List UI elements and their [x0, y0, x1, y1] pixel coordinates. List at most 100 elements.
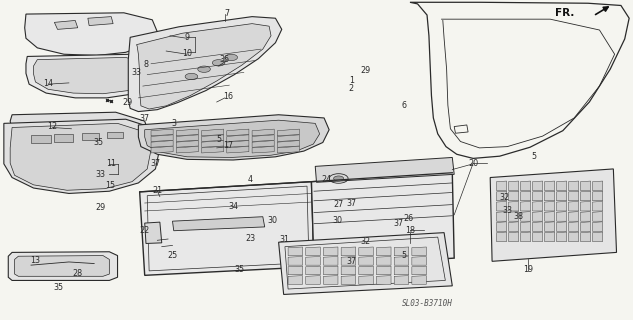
- Polygon shape: [496, 201, 506, 211]
- Polygon shape: [54, 20, 78, 29]
- Text: 4: 4: [248, 175, 253, 184]
- Polygon shape: [279, 233, 453, 294]
- Polygon shape: [508, 222, 518, 231]
- Polygon shape: [592, 222, 603, 231]
- Polygon shape: [151, 146, 173, 153]
- Circle shape: [225, 54, 237, 60]
- Polygon shape: [277, 146, 299, 153]
- Text: 5: 5: [401, 251, 406, 260]
- Polygon shape: [341, 266, 356, 275]
- Polygon shape: [412, 276, 427, 284]
- Polygon shape: [34, 57, 151, 94]
- Polygon shape: [288, 266, 303, 275]
- Polygon shape: [532, 222, 542, 231]
- Polygon shape: [580, 201, 591, 211]
- Polygon shape: [532, 181, 542, 191]
- Circle shape: [334, 176, 344, 181]
- Polygon shape: [568, 191, 579, 201]
- Polygon shape: [151, 129, 173, 136]
- Polygon shape: [544, 232, 555, 242]
- Text: 29: 29: [96, 203, 106, 212]
- Polygon shape: [323, 247, 338, 256]
- Polygon shape: [151, 135, 173, 141]
- Text: 17: 17: [223, 141, 233, 150]
- Polygon shape: [508, 181, 518, 191]
- Polygon shape: [592, 181, 603, 191]
- Text: 10: 10: [182, 49, 192, 58]
- Polygon shape: [8, 252, 118, 280]
- Polygon shape: [568, 232, 579, 242]
- Polygon shape: [580, 191, 591, 201]
- Text: FR.: FR.: [555, 8, 575, 19]
- Polygon shape: [520, 191, 530, 201]
- Text: 7: 7: [224, 9, 229, 18]
- Polygon shape: [496, 181, 506, 191]
- Polygon shape: [252, 146, 274, 153]
- Polygon shape: [201, 135, 223, 141]
- Text: 32: 32: [361, 237, 371, 246]
- Polygon shape: [277, 135, 299, 141]
- Polygon shape: [176, 135, 198, 141]
- Polygon shape: [568, 201, 579, 211]
- Text: 37: 37: [151, 159, 161, 168]
- Polygon shape: [520, 212, 530, 221]
- Polygon shape: [323, 257, 338, 265]
- Polygon shape: [176, 146, 198, 153]
- Polygon shape: [532, 232, 542, 242]
- Polygon shape: [227, 135, 249, 141]
- Text: 24: 24: [321, 175, 331, 184]
- Polygon shape: [508, 212, 518, 221]
- Polygon shape: [151, 140, 173, 147]
- Text: 19: 19: [523, 265, 533, 275]
- Polygon shape: [568, 181, 579, 191]
- Polygon shape: [580, 212, 591, 221]
- Polygon shape: [532, 212, 542, 221]
- Polygon shape: [377, 276, 391, 284]
- Polygon shape: [520, 181, 530, 191]
- Polygon shape: [556, 212, 567, 221]
- Text: 25: 25: [167, 251, 178, 260]
- Polygon shape: [544, 181, 555, 191]
- Polygon shape: [580, 181, 591, 191]
- Polygon shape: [25, 13, 158, 55]
- Text: 36: 36: [220, 55, 230, 64]
- Polygon shape: [315, 157, 454, 182]
- Polygon shape: [394, 276, 409, 284]
- Text: 5: 5: [532, 152, 537, 161]
- Polygon shape: [544, 191, 555, 201]
- Text: 38: 38: [513, 212, 523, 221]
- Text: 33: 33: [96, 170, 106, 179]
- Text: 28: 28: [73, 268, 83, 278]
- Polygon shape: [496, 191, 506, 201]
- Text: 2: 2: [349, 84, 354, 93]
- Text: 37: 37: [346, 198, 356, 207]
- Polygon shape: [311, 173, 454, 267]
- Text: 32: 32: [499, 193, 510, 202]
- Text: 27: 27: [334, 200, 344, 209]
- Text: 6: 6: [401, 101, 406, 110]
- Polygon shape: [520, 201, 530, 211]
- Text: 22: 22: [140, 226, 150, 235]
- Polygon shape: [496, 232, 506, 242]
- Polygon shape: [10, 112, 149, 156]
- Polygon shape: [288, 247, 303, 256]
- Text: 21: 21: [153, 186, 163, 195]
- Polygon shape: [412, 257, 427, 265]
- Polygon shape: [377, 257, 391, 265]
- Polygon shape: [490, 169, 617, 261]
- Polygon shape: [508, 201, 518, 211]
- Polygon shape: [252, 135, 274, 141]
- Text: 33: 33: [502, 206, 512, 215]
- Polygon shape: [140, 182, 314, 275]
- Polygon shape: [306, 247, 320, 256]
- Polygon shape: [592, 191, 603, 201]
- Polygon shape: [26, 54, 162, 98]
- Polygon shape: [394, 247, 409, 256]
- Text: 14: 14: [43, 79, 53, 88]
- Polygon shape: [306, 266, 320, 275]
- Polygon shape: [288, 276, 303, 284]
- Text: 18: 18: [405, 226, 415, 235]
- Text: 34: 34: [228, 202, 238, 211]
- Polygon shape: [82, 133, 99, 140]
- Polygon shape: [568, 212, 579, 221]
